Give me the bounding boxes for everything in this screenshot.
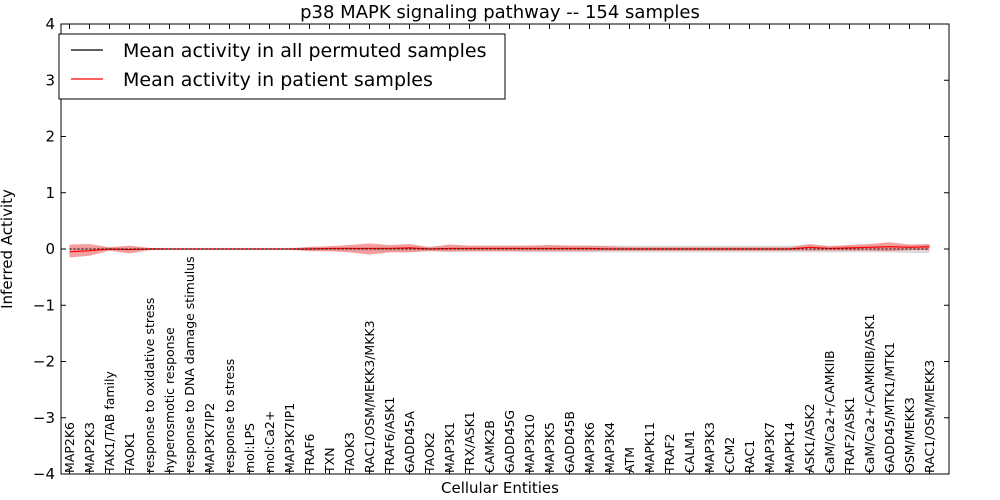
x-tick-label: response to stress <box>222 359 237 473</box>
x-tick-label: MAP2K6 <box>62 422 77 473</box>
x-tick-label: TAOK2 <box>422 432 437 474</box>
x-tick-label: MAPK11 <box>642 422 657 473</box>
x-tick-label: ATM <box>622 447 637 473</box>
x-tick-label: MAP2K3 <box>82 422 97 473</box>
x-axis-label: Cellular Entities <box>441 479 559 497</box>
x-tick-label: CaM/Ca2+/CAMKIIB/ASK1 <box>862 314 877 473</box>
y-tick-label: 4 <box>45 15 55 33</box>
x-tick-label: response to DNA damage stimulus <box>182 256 197 473</box>
y-tick-label: 2 <box>45 128 55 146</box>
x-tick-label: TRAF2/ASK1 <box>842 397 857 474</box>
x-tick-label: GADD45G <box>502 410 517 473</box>
x-tick-label: GADD45/MTK1/MTK1 <box>882 342 897 473</box>
x-tick-label: MAP3K7 <box>762 422 777 473</box>
y-tick-label: 3 <box>45 71 55 89</box>
x-tick-label: MAP3K10 <box>522 414 537 473</box>
y-axis: −4 −3 −2 −1 0 1 2 3 4 <box>33 15 949 483</box>
y-tick-label: 1 <box>45 184 55 202</box>
x-tick-label: MAP3K6 <box>582 422 597 473</box>
x-tick-label: TRAF2 <box>662 433 677 474</box>
x-tick-label: TRAF6/ASK1 <box>382 397 397 474</box>
legend-label-permuted: Mean activity in all permuted samples <box>123 40 486 62</box>
x-tick-label: RAC1/OSM/MEKK3 <box>922 360 937 473</box>
band-series-1 <box>69 242 930 258</box>
x-tick-label: MAP3K3 <box>702 422 717 473</box>
x-axis: MAP2K6 MAP2K3 TAK1/TAB family TAOK1 response… <box>62 24 937 474</box>
x-tick-label: mol:Ca2+ <box>262 411 277 473</box>
x-tick-label: CCM2 <box>722 437 737 473</box>
x-tick-label: MAP3K5 <box>542 422 557 473</box>
legend: Mean activity in all permuted samples Me… <box>58 33 506 100</box>
x-tick-label: MAP3K7IP2 <box>202 403 217 473</box>
series-lines <box>69 246 930 253</box>
x-tick-label: TXN <box>322 447 337 474</box>
x-tick-label: hyperosmotic response <box>162 327 177 473</box>
x-tick-label: GADD45A <box>402 411 417 473</box>
x-tick-label: ASK1/ASK2 <box>802 404 817 473</box>
y-tick-label: −4 <box>33 465 55 483</box>
y-tick-label: −2 <box>33 353 55 371</box>
x-tick-label: MAP3K7IP1 <box>282 403 297 473</box>
x-tick-label: MAP3K1 <box>442 422 457 473</box>
x-tick-label: CaM/Ca2+/CAMKIIB <box>822 350 837 473</box>
x-tick-label: TAK1/TAB family <box>102 370 117 474</box>
y-axis-label: Inferred Activity <box>0 189 16 309</box>
x-tick-label: RAC1 <box>742 440 757 473</box>
x-tick-label: TAOK3 <box>342 432 357 474</box>
x-tick-label: CAMK2B <box>482 420 497 473</box>
chart-title: p38 MAPK signaling pathway -- 154 sample… <box>300 2 700 23</box>
x-tick-label: MAP3K4 <box>602 422 617 473</box>
x-tick-label: TRX/ASK1 <box>462 411 477 474</box>
x-tick-label: mol:LPS <box>242 423 257 473</box>
x-tick-label: TAOK1 <box>122 432 137 474</box>
x-tick-label: OSM/MEKK3 <box>902 397 917 473</box>
x-tick-label: MAPK14 <box>782 422 797 473</box>
y-tick-label: −1 <box>33 296 55 314</box>
legend-box <box>58 33 506 100</box>
x-tick-label: CALM1 <box>682 430 697 473</box>
legend-label-patient: Mean activity in patient samples <box>123 69 433 91</box>
y-tick-label: 0 <box>45 240 55 258</box>
x-tick-label: TRAF6 <box>302 433 317 474</box>
x-tick-label: response to oxidative stress <box>142 298 157 473</box>
x-tick-label: GADD45B <box>562 411 577 473</box>
x-tick-label: RAC1/OSM/MEKK3/MKK3 <box>362 320 377 473</box>
y-tick-label: −3 <box>33 409 55 427</box>
